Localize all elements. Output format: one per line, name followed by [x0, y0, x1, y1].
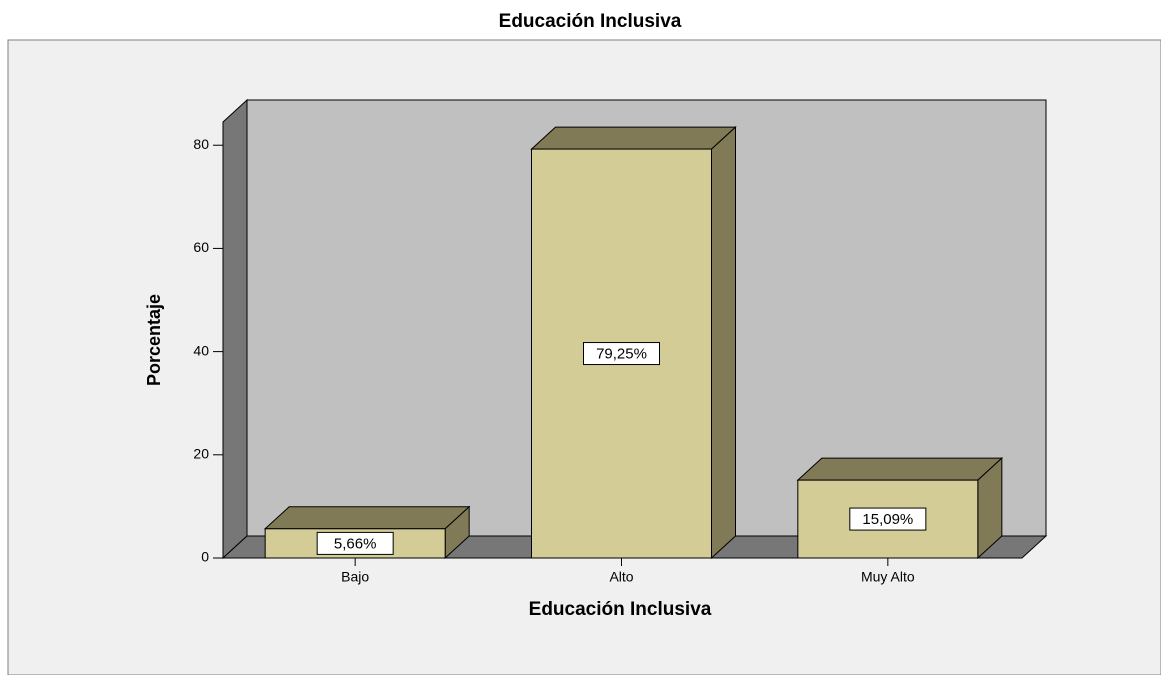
bar: [796, 457, 1004, 560]
x-tick-label: Bajo: [341, 569, 369, 585]
value-label-box: [316, 531, 394, 555]
left-wall: [222, 98, 248, 560]
bar-side: [711, 125, 736, 560]
x-tick-label: Muy Alto: [861, 569, 915, 585]
value-label: 15,09%: [862, 511, 913, 528]
x-axis-label: Educación Inclusiva: [529, 599, 712, 620]
value-label: 5,66%: [334, 535, 377, 552]
value-label-box: [849, 507, 927, 531]
bar-top: [530, 126, 737, 150]
y-tick-label: 20: [193, 446, 209, 462]
value-label: 79,25%: [596, 346, 647, 363]
value-label-box: [583, 342, 660, 366]
bar-top: [263, 506, 471, 530]
y-tick-label: 60: [193, 239, 209, 255]
y-axis-label: Porcentaje: [144, 294, 164, 386]
chart-title: Educación Inclusiva: [499, 11, 682, 32]
y-tick-label: 80: [193, 136, 209, 152]
y-tick-label: 40: [193, 342, 209, 358]
y-tick-label: 0: [201, 549, 209, 565]
x-tick-label: Alto: [609, 569, 633, 585]
bar-top: [796, 457, 1004, 481]
